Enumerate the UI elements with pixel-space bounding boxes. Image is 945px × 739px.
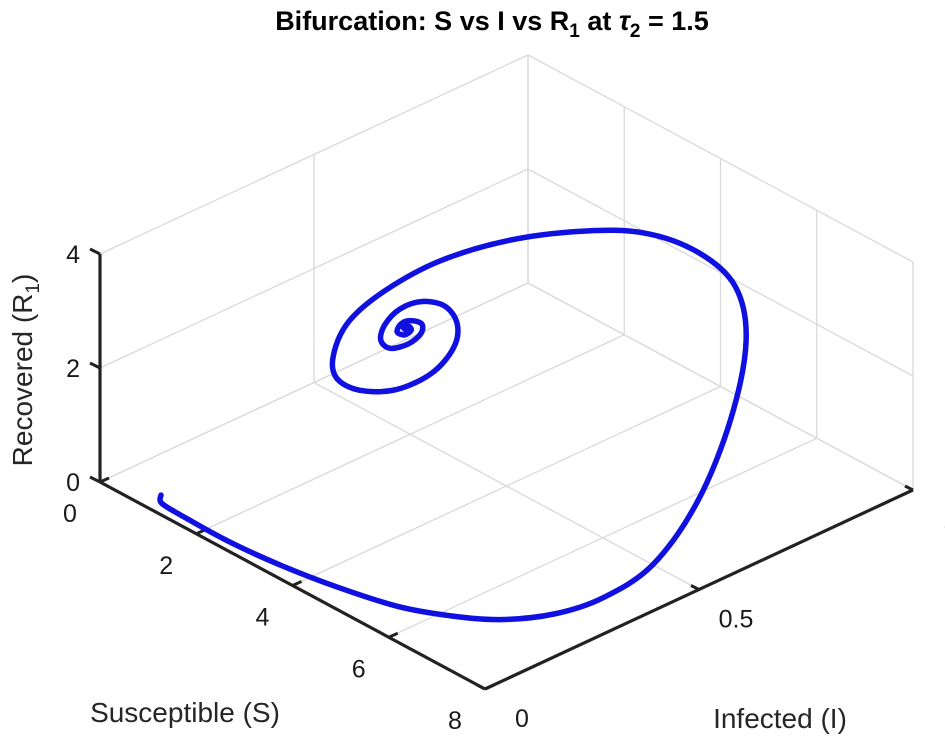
x-tick-label: 4	[256, 604, 270, 632]
axes	[89, 247, 914, 691]
y-tick-mark	[690, 584, 700, 591]
tick-labels: 0 2 4 6 8 0 0.5 1 0 2 4	[63, 241, 945, 735]
z-tick-label: 2	[66, 355, 80, 383]
chart-title: Bifurcation: S vs I vs R1 at τ2 = 1.5	[275, 6, 709, 42]
x-tick-mark	[484, 683, 495, 691]
grid-line	[527, 282, 914, 491]
y-tick-mark	[476, 683, 486, 691]
x-axis-label: Susceptible (S)	[90, 697, 280, 728]
z-tick-mark	[89, 361, 101, 370]
x-tick-label: 2	[159, 552, 173, 580]
z-tick-mark	[89, 247, 101, 256]
x-tick-mark	[99, 476, 110, 484]
z-tick-label: 4	[66, 241, 80, 269]
z-tick-mark	[89, 475, 101, 484]
x-tick-label: 0	[63, 500, 77, 528]
grid-lines	[99, 54, 914, 690]
z-axis-label: Recovered (R1)	[7, 274, 44, 467]
x-tick-mark	[291, 580, 303, 587]
y-tick-label: 0.5	[719, 606, 754, 634]
y-tick-label: 0	[515, 705, 529, 733]
grid-line	[99, 168, 529, 369]
grid-line	[99, 54, 529, 255]
z-tick-label: 0	[66, 469, 80, 497]
x-tick-mark	[388, 631, 399, 639]
y-tick-label: 1	[943, 506, 945, 534]
x-tick-label: 6	[352, 655, 366, 683]
grid-line	[527, 54, 914, 263]
y-axis-label: Infected (I)	[713, 703, 847, 734]
x-tick-label: 8	[448, 707, 462, 735]
series-line	[157, 227, 749, 623]
trajectory	[157, 227, 749, 623]
y-tick-mark	[904, 484, 914, 492]
grid-line	[313, 381, 700, 591]
grid-line	[527, 168, 914, 377]
